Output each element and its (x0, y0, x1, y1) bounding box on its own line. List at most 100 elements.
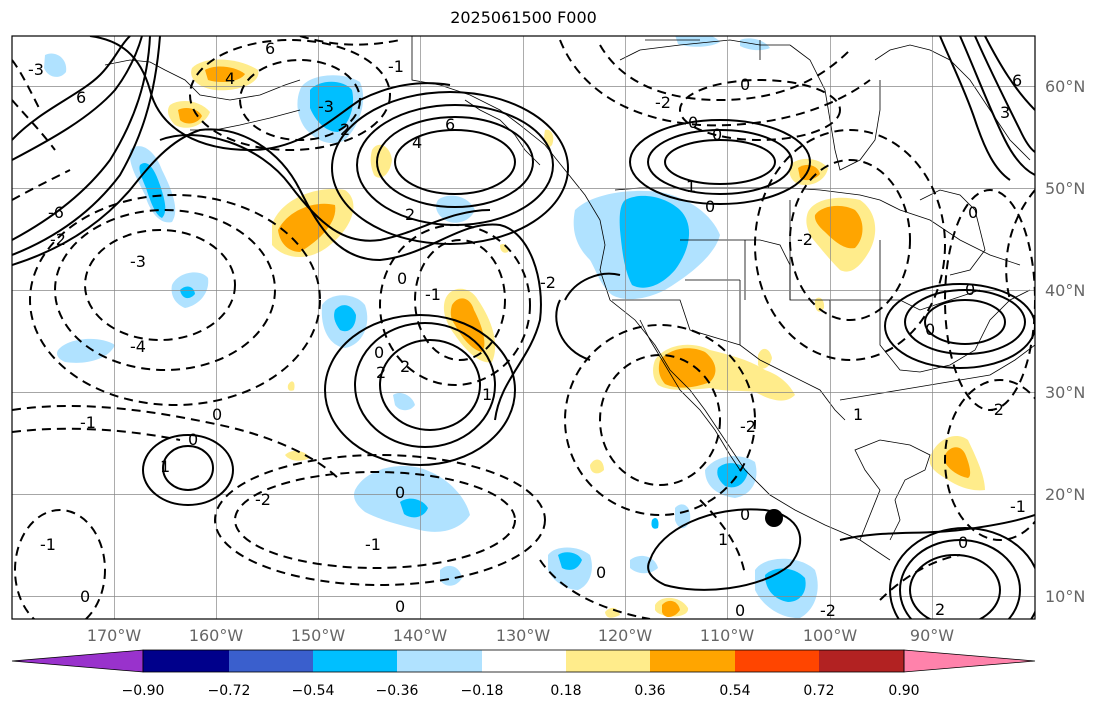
lon-label: 160°W (188, 626, 244, 645)
contour-label: 0 (925, 320, 935, 339)
contour-label: -2 (797, 230, 813, 249)
lon-label: 140°W (392, 626, 448, 645)
colorbar-segment (650, 650, 735, 672)
lon-label: 120°W (597, 626, 653, 645)
lat-label: 20°N (1045, 485, 1086, 504)
contour-label: -2 (655, 93, 671, 112)
colorbar-tick-label: 0.72 (803, 683, 835, 699)
contour-label: 2 (376, 363, 386, 382)
contour-label: 0 (188, 430, 198, 449)
colorbar-segment (229, 650, 313, 672)
contour-label: 0 (374, 343, 384, 362)
contour-label: -1 (1010, 497, 1026, 516)
contour-label: -1 (425, 285, 441, 304)
contour-label: -1 (365, 535, 381, 554)
contour-label: 0 (958, 533, 968, 552)
contour-label: -2 (820, 601, 836, 620)
contour-label: 1 (482, 385, 492, 404)
dashed-contours (12, 36, 1035, 619)
contour-label: 0 (740, 505, 750, 524)
contour-label: 1 (160, 457, 170, 476)
lon-label: 90°W (909, 626, 955, 645)
lon-label: 150°W (290, 626, 346, 645)
colorbar-tick-label: −0.72 (207, 683, 251, 699)
colorbar-extend-low (11, 649, 144, 673)
colorbar-segment (819, 650, 904, 672)
lon-label: 100°W (802, 626, 858, 645)
lat-label: 30°N (1045, 383, 1086, 402)
colorbar-tick-label: −0.36 (375, 683, 419, 699)
contour-label: 2 (340, 120, 350, 139)
contour-label: -2 (255, 490, 271, 509)
lat-label: 60°N (1045, 77, 1086, 96)
colorbar (11, 649, 1036, 673)
lat-label: 40°N (1045, 281, 1086, 300)
contour-label: -2 (740, 417, 756, 436)
contour-label: 2 (400, 357, 410, 376)
contour-label: -2 (50, 230, 66, 249)
colorbar-frame (142, 649, 905, 673)
contour-label: 0 (705, 197, 715, 216)
contour-label: -1 (388, 57, 404, 76)
contour-label: -1 (40, 535, 56, 554)
contour-label: -3 (130, 252, 146, 271)
contour-label: 0 (740, 75, 750, 94)
lat-label: 50°N (1045, 179, 1086, 198)
contour-label: 1 (718, 530, 728, 549)
colorbar-tick-label: 0.18 (550, 683, 582, 699)
contour-label: 0 (968, 203, 978, 222)
lat-label: 10°N (1045, 587, 1086, 606)
contour-label: -3 (318, 97, 334, 116)
contour-label: 0 (212, 405, 222, 424)
colorbar-tick-label: −0.90 (121, 683, 165, 699)
colorbar-segment (397, 650, 482, 672)
contour-label: 0 (80, 587, 90, 606)
colorbar-segment (735, 650, 819, 672)
colorbar-segment (143, 650, 229, 672)
contour-label: 4 (412, 133, 422, 152)
colorbar-tick-label: 0.54 (719, 683, 751, 699)
lon-label: 130°W (495, 626, 551, 645)
contour-label: 0 (397, 269, 407, 288)
contour-label: 0 (688, 113, 698, 132)
contour-label: 1 (853, 405, 863, 424)
contour-label: 0 (965, 280, 975, 299)
contour-label: 3 (1000, 103, 1010, 122)
contour-label: 2 (935, 600, 945, 619)
contour-label: -1 (80, 413, 96, 432)
lon-label: 170°W (86, 626, 142, 645)
contour-label: -6 (48, 203, 64, 222)
contour-label: 0 (395, 483, 405, 502)
contour-label: 6 (1012, 71, 1022, 90)
contour-label: 0 (596, 563, 606, 582)
colorbar-extend-high (903, 649, 1036, 673)
colorbar-segment (313, 650, 397, 672)
contour-label: -4 (130, 337, 146, 356)
colorbar-tick-label: 0.90 (888, 683, 920, 699)
grid-lines (12, 36, 1035, 619)
contour-label: 0 (712, 125, 722, 144)
colorbar-tick-label: 0.36 (634, 683, 666, 699)
contour-label: -3 (28, 60, 44, 79)
contour-label: 4 (225, 69, 235, 88)
contour-label: -2 (988, 400, 1004, 419)
colorbar-segment (566, 650, 650, 672)
negative-shading (44, 36, 818, 619)
colorbar-tick-label: −0.18 (460, 683, 504, 699)
contour-label: 1 (686, 177, 696, 196)
lon-label: 110°W (699, 626, 755, 645)
storm-center-marker (765, 509, 783, 527)
colorbar-segment (482, 650, 566, 672)
contour-label: 6 (265, 39, 275, 58)
contour-label-group: 6 4 4 6 2 0 0 0 -2 1 0 -1 0 0 1 0 2 2 1 … (28, 39, 1026, 620)
colorbar-tick-label: −0.54 (291, 683, 335, 699)
map-title: 2025061500 F000 (450, 8, 597, 27)
contour-label: 6 (76, 88, 86, 107)
solid-contours (12, 36, 1035, 619)
contour-label: 0 (735, 601, 745, 620)
contour-label: -2 (540, 273, 556, 292)
contour-label: 0 (395, 597, 405, 616)
contour-label: 6 (445, 115, 455, 134)
plot-frame (11, 35, 1036, 620)
